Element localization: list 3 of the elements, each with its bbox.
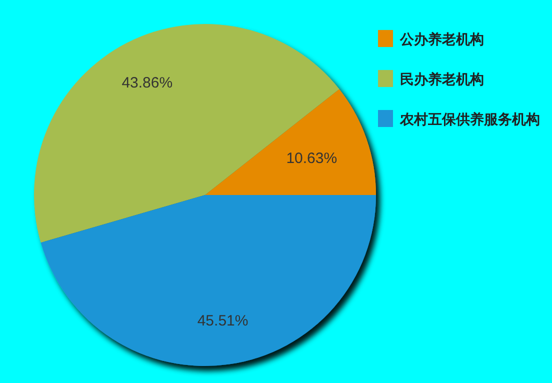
legend-label: 农村五保供养服务机构: [399, 111, 540, 128]
legend-label: 公办养老机构: [399, 31, 484, 48]
legend-label: 民办养老机构: [400, 71, 484, 88]
